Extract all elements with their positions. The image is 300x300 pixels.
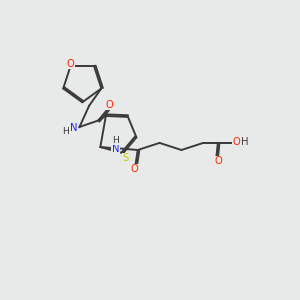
Text: O: O: [67, 59, 74, 69]
Text: O: O: [214, 156, 222, 166]
Text: H: H: [241, 137, 249, 147]
Text: O: O: [106, 100, 113, 110]
Text: O: O: [130, 164, 138, 174]
Text: H: H: [62, 127, 69, 136]
Text: H: H: [112, 136, 119, 145]
Text: N: N: [112, 143, 119, 154]
Text: N: N: [70, 123, 78, 133]
Text: O: O: [232, 137, 240, 147]
Text: S: S: [122, 154, 129, 164]
